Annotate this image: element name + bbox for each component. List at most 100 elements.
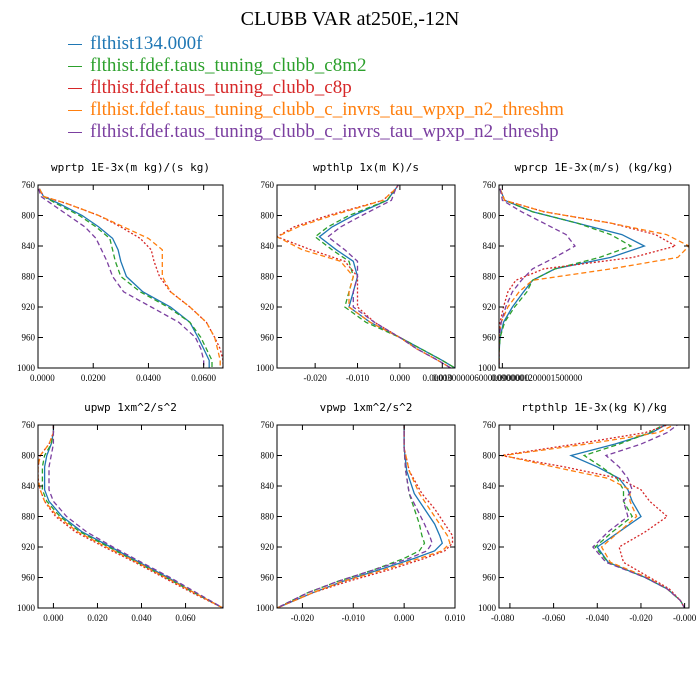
y-tick-label: 840	[261, 481, 275, 491]
series-line	[277, 425, 426, 608]
y-tick-label: 760	[261, 420, 275, 430]
series-line	[314, 185, 455, 368]
y-tick-label: 760	[483, 420, 497, 430]
y-tick-label: 960	[483, 573, 497, 583]
x-tick-label: -0.010	[342, 613, 366, 623]
plot-frame	[276, 184, 456, 369]
legend-label: flthist.fdef.taus_tuning_clubb_c8m2	[90, 55, 367, 76]
y-tick-label: 880	[22, 512, 36, 522]
panel-title: upwp 1xm^2/s^2	[84, 401, 177, 414]
x-tick-label: 0.0000	[30, 373, 55, 383]
y-tick-label: 960	[22, 333, 36, 343]
y-tick-label: 960	[22, 573, 36, 583]
series-line	[501, 425, 686, 608]
series-line	[38, 188, 205, 368]
chart-panel: wprcp 1E-3x(m/s) (kg/kg) 760 800 840 880 920 9…	[422, 161, 690, 383]
legend-item: flthist.fdef.taus_tuning_clubb_c8m2	[68, 55, 564, 77]
y-tick-label: 840	[483, 481, 497, 491]
series-line	[277, 185, 452, 368]
legend-label: flthist.fdef.taus_tuning_clubb_c8p	[90, 77, 352, 98]
series-line	[326, 185, 452, 368]
legend-item: flthist.fdef.taus_tuning_clubb_c_invrs_t…	[68, 99, 564, 121]
y-tick-label: 960	[261, 333, 275, 343]
series-group	[38, 188, 223, 368]
x-tick-label: -0.060	[542, 613, 566, 623]
x-tick-label: -0.080	[491, 613, 515, 623]
panel-title: wprtp 1E-3x(m kg)/(s kg)	[51, 161, 210, 174]
x-tick-label: 0.000	[390, 373, 411, 383]
y-tick-label: 920	[483, 542, 497, 552]
y-tick-label: 1000	[478, 603, 497, 613]
y-tick-label: 880	[483, 512, 497, 522]
y-tick-label: 800	[483, 451, 497, 461]
legend-swatch	[68, 87, 82, 89]
y-tick-label: 800	[483, 211, 497, 221]
legend-label: flthist.fdef.taus_tuning_clubb_c_invrs_t…	[90, 121, 559, 142]
legend-item: flthist134.000f	[68, 33, 564, 55]
y-tick-label: 880	[261, 272, 275, 282]
x-tick-label: 0.010	[432, 373, 453, 383]
series-line	[582, 425, 686, 608]
x-tick-label: 0.000	[43, 613, 64, 623]
y-tick-label: 840	[22, 241, 36, 251]
series-line	[277, 425, 433, 608]
series-line	[318, 185, 455, 368]
y-tick-label: 1000	[478, 363, 497, 373]
y-tick-label: 1000	[256, 603, 275, 613]
y-tick-label: 840	[22, 481, 36, 491]
x-tick-label: 0.0600	[191, 373, 216, 383]
x-tick-label: -0.020	[629, 613, 653, 623]
series-line	[38, 425, 223, 608]
y-tick-label: 760	[261, 180, 275, 190]
series-line	[38, 188, 221, 368]
y-tick-label: 880	[22, 272, 36, 282]
panel-title: rtpthlp 1E-3x(kg K)/kg	[521, 401, 667, 414]
series-line	[277, 425, 454, 608]
panel-title: wpthlp 1x(m K)/s	[313, 161, 419, 174]
series-line	[43, 425, 223, 608]
y-tick-label: 840	[483, 241, 497, 251]
plot-frame	[37, 184, 224, 369]
series-line	[499, 188, 633, 368]
legend-swatch	[68, 131, 82, 133]
x-tick-label: 0.060	[175, 613, 196, 623]
series-group	[501, 425, 686, 608]
chart-panel: wpthlp 1x(m K)/s 760 800 840 880 920 960 1000 -0…	[256, 161, 456, 383]
legend-label: flthist.fdef.taus_tuning_clubb_c_invrs_t…	[90, 99, 564, 120]
x-tick-label: -0.020	[291, 613, 315, 623]
x-tick-label: 0.0000300000600000900001200001500000	[422, 373, 582, 383]
y-tick-label: 960	[261, 573, 275, 583]
y-tick-label: 920	[483, 302, 497, 312]
x-tick-label: 0.010	[445, 613, 466, 623]
series-line	[38, 188, 223, 368]
panel-title: wprcp 1E-3x(m/s) (kg/kg)	[515, 161, 674, 174]
y-tick-label: 760	[22, 180, 36, 190]
legend-swatch	[68, 109, 82, 111]
y-tick-label: 760	[22, 420, 36, 430]
chart-panel: wprtp 1E-3x(m kg)/(s kg) 760 800 840 880 920 9…	[17, 161, 224, 383]
series-group	[277, 185, 455, 368]
series-line	[592, 425, 686, 608]
chart-panel: rtpthlp 1E-3x(kg K)/kg 760 800 840 880 920 960…	[478, 401, 697, 623]
series-line	[277, 425, 451, 608]
legend-item: flthist.fdef.taus_tuning_clubb_c_invrs_t…	[68, 121, 564, 143]
y-tick-label: 800	[22, 211, 36, 221]
plot-frame	[276, 424, 456, 609]
y-tick-label: 920	[261, 542, 275, 552]
series-line	[277, 185, 452, 368]
x-tick-label: -0.040	[586, 613, 610, 623]
x-tick-label: -0.020	[304, 373, 328, 383]
series-group	[499, 188, 689, 368]
series-group	[277, 425, 454, 608]
series-line	[499, 188, 576, 368]
series-line	[499, 188, 689, 368]
y-tick-label: 800	[22, 451, 36, 461]
y-tick-label: 1000	[256, 363, 275, 373]
x-tick-label: 0.020	[87, 613, 108, 623]
x-tick-label: 0.0000000	[491, 373, 530, 383]
y-tick-label: 960	[483, 333, 497, 343]
series-line	[277, 425, 444, 608]
legend-label: flthist134.000f	[90, 33, 203, 54]
series-line	[41, 425, 223, 608]
